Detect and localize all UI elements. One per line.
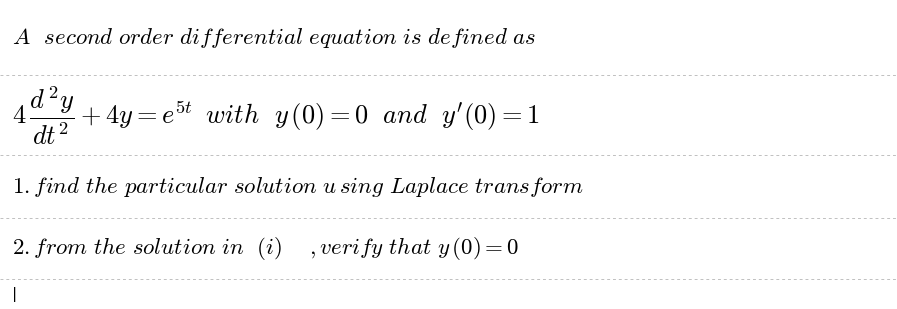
Text: |: |: [12, 287, 17, 302]
Text: $\mathit{A}$  $\mathit{sec}$$\mathit{ond\ order\ differential\ equation\ is\ def: $\mathit{A}$ $\mathit{sec}$$\mathit{ond\…: [12, 26, 536, 50]
Text: $\mathit{1.find\ the\ particular\ solution\ u\,sing\ Laplace\ transform}$: $\mathit{1.find\ the\ particular\ soluti…: [12, 175, 583, 199]
Text: $4\,\dfrac{d^{\,2}y}{dt^2} + 4y = e^{5t}$$\;\; \mathit{with}\ \ y\,(0)=0\ \ \mat: $4\,\dfrac{d^{\,2}y}{dt^2} + 4y = e^{5t}…: [12, 85, 540, 147]
Text: $\mathit{2.from\ the\ solution\ in}\ \ (i)\ \ \ \ \mathit{,verify\ that}\ y\,(0): $\mathit{2.from\ the\ solution\ in}\ \ (…: [12, 235, 519, 262]
